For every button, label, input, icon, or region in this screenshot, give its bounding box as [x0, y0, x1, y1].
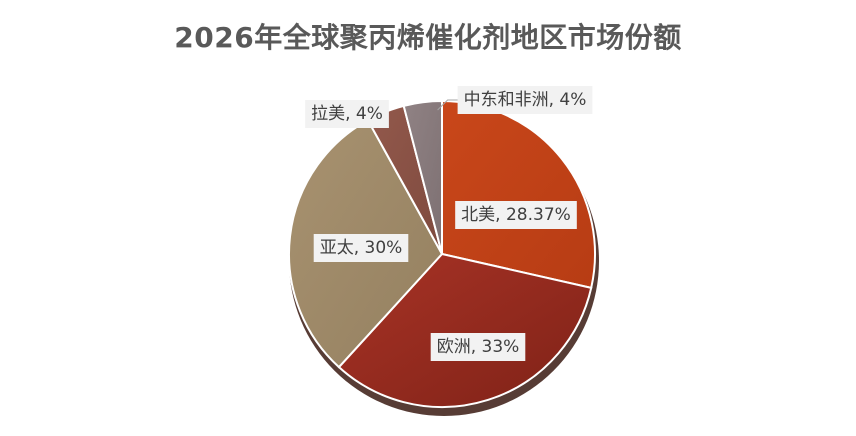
- data-label-box-4: [457, 86, 593, 114]
- chart-title: 2026年全球聚丙烯催化剂地区市场份额: [174, 21, 682, 54]
- data-label-text-3: 拉美, 4%: [311, 104, 383, 124]
- data-label-box-0: [455, 201, 577, 229]
- data-label-box-3: [305, 100, 389, 128]
- data-label-box-1: [430, 333, 526, 361]
- data-label-0: 北美, 28.37%: [455, 201, 577, 229]
- data-label-text-1: 欧洲, 33%: [437, 337, 520, 357]
- data-label-1: 欧洲, 33%: [430, 333, 526, 361]
- data-label-3: 拉美, 4%: [305, 100, 389, 128]
- data-label-text-4: 中东和非洲, 4%: [464, 90, 587, 110]
- leader-line-4: [437, 99, 458, 111]
- data-label-2: 亚太, 30%: [313, 234, 409, 262]
- data-label-box-2: [313, 234, 409, 262]
- data-label-4: 中东和非洲, 4%: [437, 86, 593, 114]
- data-label-text-2: 亚太, 30%: [320, 238, 403, 258]
- pie-slice-4: [402, 99, 443, 255]
- data-label-text-0: 北美, 28.37%: [461, 205, 571, 225]
- pie-slice-1: [337, 252, 593, 408]
